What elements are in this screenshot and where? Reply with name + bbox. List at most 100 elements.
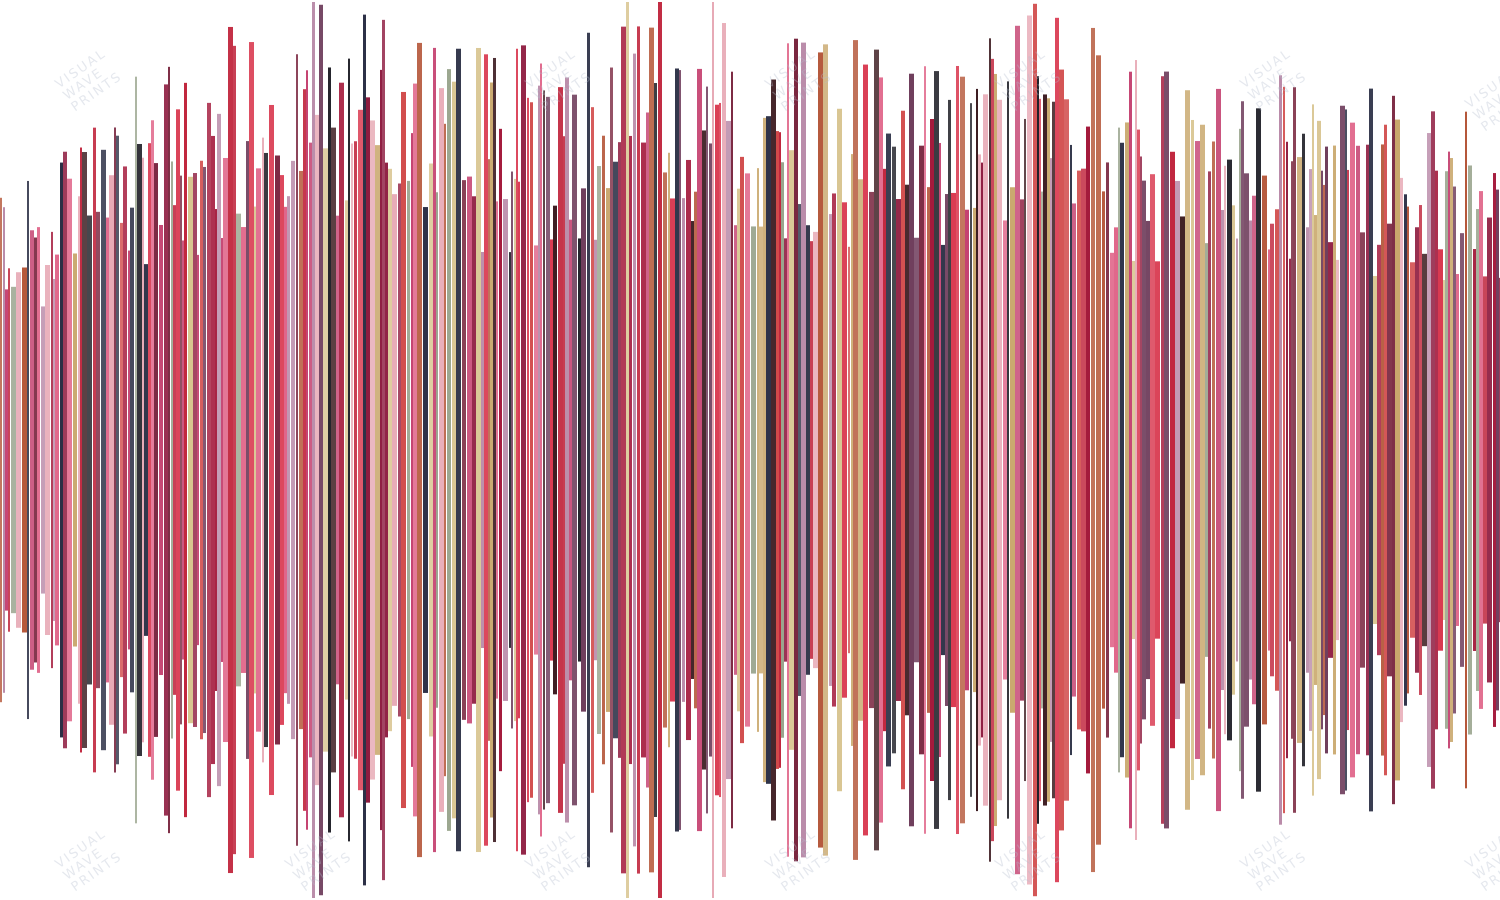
wave-bar [1039,98,1041,802]
wave-bar [527,97,529,803]
wave-bar [1268,249,1270,651]
wave-bar [637,26,640,874]
wave-bar [1256,108,1261,792]
wave-bar [801,42,806,858]
wave-bar [80,147,82,753]
wave-bar [591,107,594,793]
wave-bar [879,77,883,823]
wave-bar [291,160,295,740]
wave-bar [1312,104,1314,796]
wave-bar [1137,129,1140,771]
wave-bar [1450,158,1453,742]
wave-bar [82,152,87,748]
wave-bar [781,162,784,738]
wave-bar [30,230,34,670]
wave-bar [1410,262,1415,638]
wave-bar [249,42,254,858]
wave-bar [444,123,446,777]
wave-bar [991,58,994,842]
wave-bar [1453,186,1456,714]
wave-bar [1419,205,1422,695]
wave-bar [766,116,771,784]
wave-bar [641,142,646,758]
wave-bar [965,209,969,691]
wave-bar [439,88,444,812]
wave-bar [275,155,280,745]
wave-bar [722,23,726,877]
wave-bar [978,154,981,746]
wave-bar [3,207,5,693]
wave-bar [1350,122,1355,778]
wave-bar [602,135,605,765]
wave-bar [565,77,569,823]
wave-bar [101,149,106,751]
wave-bar [1110,252,1114,648]
wave-bar [558,87,563,813]
wave-bar [983,94,988,806]
wave-bar [945,194,948,706]
wave-bar [1366,144,1369,756]
wave-bar [309,142,312,758]
wave-bar [1448,151,1450,749]
wave-bar [1180,216,1185,684]
wave-bar [709,143,712,757]
wave-bar [128,250,130,650]
wave-bar [618,142,621,758]
wave-bar [323,148,328,752]
wave-bar [8,268,10,632]
wave-bar [67,178,72,722]
wave-bar [348,58,350,842]
wave-bar [530,102,533,798]
wave-bar [1114,227,1118,673]
wave-bar [715,104,719,796]
wave-bar [1232,205,1235,695]
wave-bar [144,264,148,636]
wave-bar [1205,243,1208,657]
wave-bar [1015,25,1020,875]
wave-bar [1283,86,1285,814]
wave-bar [1422,253,1427,647]
wave-bar [675,68,679,832]
wave-bar [1323,184,1325,716]
wave-bar [737,188,740,712]
wave-bar [858,179,863,721]
wave-bar [1286,141,1288,759]
wave-bar [869,191,874,709]
wave-bar [363,14,366,886]
wave-bar [597,166,601,734]
wave-bar [1200,124,1205,776]
wave-bar [11,286,16,614]
wave-bar [706,86,708,814]
wave-bar [1400,177,1403,723]
wave-bar [1027,15,1032,885]
wave-bar [810,241,813,659]
wave-bar [1347,169,1349,731]
wave-bar [303,89,306,811]
wave-bar [686,159,691,741]
wave-bar [370,120,375,780]
wave-bar [264,152,268,748]
wave-bar [382,19,385,881]
wave-bar [1227,159,1232,741]
wave-bar [702,130,706,770]
wave-bar [398,183,401,717]
wave-bar [223,157,228,743]
wave-bar [511,171,513,729]
wave-bar [914,237,919,663]
wave-bar [1249,220,1252,680]
wave-bar [1377,244,1381,656]
wave-bar [1064,99,1069,801]
wave-bar [287,196,290,704]
wave-bar [1431,111,1435,789]
wave-bar [1191,119,1194,781]
wave-bar [392,194,397,706]
wave-bar [546,96,550,804]
wave-bar [429,163,433,737]
wave-bar [1118,127,1120,773]
wave-bar [1150,174,1155,726]
wave-bar [345,200,348,700]
wave-bar [948,99,951,801]
wave-bar [176,109,180,791]
wave-bar [543,90,545,810]
